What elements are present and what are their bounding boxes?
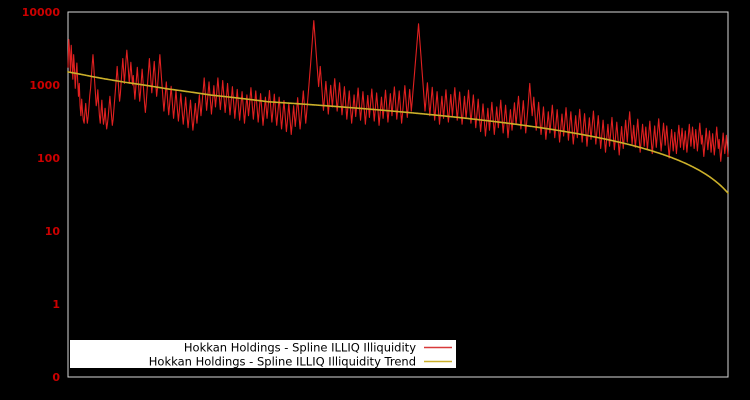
legend-label: Hokkan Holdings - Spline ILLIQ Illiquidi… (149, 355, 416, 369)
legend-background (70, 340, 456, 368)
chart-legend[interactable]: Hokkan Holdings - Spline ILLIQ Illiquidi… (70, 340, 456, 369)
illiquidity-series-line (67, 20, 729, 162)
y-axis-tick-label: 100 (37, 152, 60, 165)
data-series-group (67, 20, 729, 194)
y-axis-tick-label: 10000 (22, 6, 61, 19)
plot-area-frame (67, 11, 729, 378)
y-axis-tick-label: 1 (52, 298, 60, 311)
y-axis-tick-label: 1000 (29, 79, 60, 92)
legend-label: Hokkan Holdings - Spline ILLIQ Illiquidi… (184, 341, 416, 355)
y-axis-tick-label: 0 (52, 371, 60, 384)
y-axis-tick-label: 10 (45, 225, 61, 238)
illiquidity-trend-line (67, 71, 729, 194)
